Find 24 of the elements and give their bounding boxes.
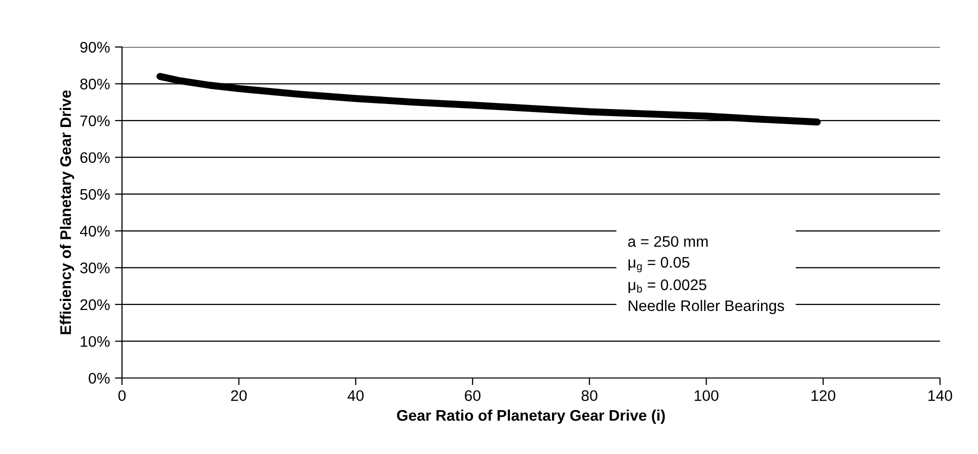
x-tick-label: 80 xyxy=(582,390,598,402)
annotation: a = 250 mm xyxy=(628,236,708,247)
x-tick-label: 60 xyxy=(464,390,480,402)
annotation: μ$_{b}$ = 0.0025 xyxy=(628,279,706,293)
x-tick-label: 120 xyxy=(812,390,836,402)
y-tick-label: 20% xyxy=(80,299,110,310)
y-tick-label: 60% xyxy=(80,152,110,164)
y-tick-label: 30% xyxy=(80,262,110,274)
x-axis-title: Gear Ratio of Planetary Gear Drive (i) xyxy=(397,410,665,424)
annotation: μ$_{g}$ = 0.05 xyxy=(628,256,690,272)
y-tick-label: 50% xyxy=(80,188,110,200)
x-tick-label: 40 xyxy=(348,390,364,402)
y-tick-label: 90% xyxy=(80,42,110,53)
x-tick-label: 0 xyxy=(118,390,126,402)
y-tick-label: 40% xyxy=(80,226,110,237)
y-tick-label: 80% xyxy=(80,78,110,90)
x-tick-label: 140 xyxy=(928,390,952,402)
annotation: Needle Roller Bearings xyxy=(628,300,784,314)
x-tick-label: 100 xyxy=(694,390,718,402)
y-tick-label: 70% xyxy=(80,115,110,126)
y-axis-title: Efficiency of Planetary Gear Drive xyxy=(60,90,74,334)
y-tick-label: 10% xyxy=(80,336,110,347)
x-tick-label: 20 xyxy=(231,390,247,402)
y-tick-label: 0% xyxy=(88,372,110,384)
